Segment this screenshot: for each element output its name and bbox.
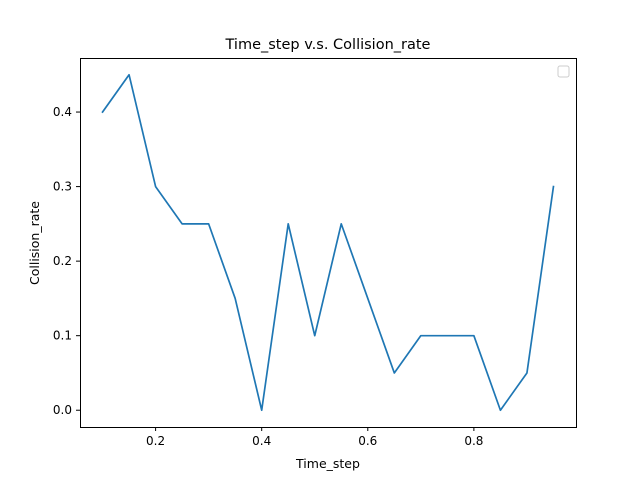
x-tick-label: 0.8 (464, 434, 483, 448)
series-line-0 (101, 73, 555, 412)
y-tick-label: 0.3 (53, 180, 72, 194)
x-tick-label: 0.6 (358, 434, 377, 448)
x-axis-label: Time_step (295, 456, 360, 471)
y-axis-label: Collision_rate (27, 201, 42, 285)
plot-area: 0.2 0.4 0.6 0.8 0.0 0.1 0.2 0.3 0.4 (53, 58, 577, 448)
y-axis-ticks: 0.0 0.1 0.2 0.3 0.4 (53, 105, 80, 417)
x-tick-label: 0.2 (146, 434, 165, 448)
axes-background (80, 58, 576, 427)
y-tick-label: 0.1 (53, 329, 72, 343)
y-tick-label: 0.4 (53, 105, 72, 119)
y-tick-label: 0.0 (53, 403, 72, 417)
chart-title: Time_step v.s. Collision_rate (225, 37, 431, 53)
x-axis-ticks: 0.2 0.4 0.6 0.8 (146, 427, 483, 448)
legend-box (557, 65, 570, 78)
y-tick-label: 0.2 (53, 254, 72, 268)
axes-frame (80, 58, 577, 428)
series-layer (101, 73, 555, 412)
x-tick-label: 0.4 (252, 434, 271, 448)
